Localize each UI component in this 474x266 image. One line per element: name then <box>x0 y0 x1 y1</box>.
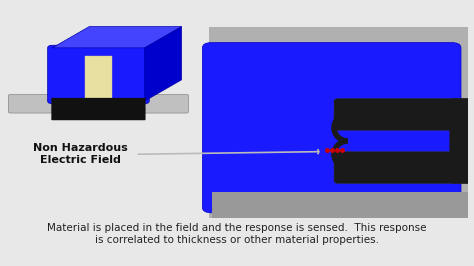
FancyBboxPatch shape <box>9 94 189 113</box>
FancyBboxPatch shape <box>334 98 473 130</box>
Text: Material is placed in the field and the response is sensed.  This response
is co: Material is placed in the field and the … <box>47 223 427 245</box>
FancyBboxPatch shape <box>51 109 146 120</box>
Polygon shape <box>52 27 182 48</box>
FancyBboxPatch shape <box>211 192 468 218</box>
FancyBboxPatch shape <box>334 152 473 184</box>
FancyBboxPatch shape <box>449 98 474 184</box>
FancyBboxPatch shape <box>51 98 146 110</box>
FancyBboxPatch shape <box>84 56 112 98</box>
FancyBboxPatch shape <box>210 27 468 218</box>
Polygon shape <box>145 27 182 101</box>
FancyBboxPatch shape <box>48 45 149 104</box>
Text: Non Hazardous
Electric Field: Non Hazardous Electric Field <box>33 143 128 165</box>
FancyBboxPatch shape <box>202 43 461 213</box>
